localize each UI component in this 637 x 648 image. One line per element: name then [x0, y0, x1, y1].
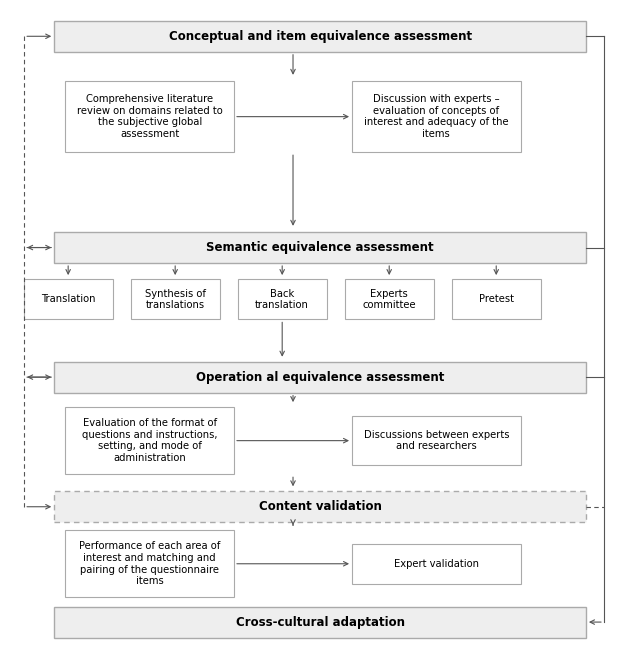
Bar — [352, 81, 521, 152]
Bar — [54, 362, 586, 393]
Text: Back
translation: Back translation — [255, 288, 309, 310]
Text: Semantic equivalence assessment: Semantic equivalence assessment — [206, 241, 434, 254]
Bar — [65, 407, 234, 474]
Text: Discussions between experts
and researchers: Discussions between experts and research… — [364, 430, 509, 452]
Bar — [65, 81, 234, 152]
Text: Operation al equivalence assessment: Operation al equivalence assessment — [196, 371, 444, 384]
Bar — [352, 416, 521, 465]
Text: Evaluation of the format of
questions and instructions,
setting, and mode of
adm: Evaluation of the format of questions an… — [82, 418, 217, 463]
Text: Content validation: Content validation — [259, 500, 382, 513]
Bar — [452, 279, 541, 319]
Bar — [24, 279, 113, 319]
Text: Discussion with experts –
evaluation of concepts of
interest and adequacy of the: Discussion with experts – evaluation of … — [364, 94, 509, 139]
Bar — [54, 21, 586, 52]
Text: Pretest: Pretest — [479, 294, 513, 305]
Bar — [238, 279, 327, 319]
Bar — [131, 279, 220, 319]
Bar — [65, 530, 234, 597]
Text: Expert validation: Expert validation — [394, 559, 479, 569]
Bar — [352, 544, 521, 584]
Text: Experts
committee: Experts committee — [362, 288, 416, 310]
Text: Synthesis of
translations: Synthesis of translations — [145, 288, 206, 310]
Text: Performance of each area of
interest and matching and
pairing of the questionnai: Performance of each area of interest and… — [79, 541, 220, 586]
Bar — [345, 279, 434, 319]
Text: Translation: Translation — [41, 294, 96, 305]
Text: Comprehensive literature
review on domains related to
the subjective global
asse: Comprehensive literature review on domai… — [77, 94, 222, 139]
Bar — [54, 232, 586, 263]
Bar — [54, 607, 586, 638]
Text: Conceptual and item equivalence assessment: Conceptual and item equivalence assessme… — [169, 30, 471, 43]
Bar — [54, 491, 586, 522]
Text: Cross-cultural adaptation: Cross-cultural adaptation — [236, 616, 404, 629]
